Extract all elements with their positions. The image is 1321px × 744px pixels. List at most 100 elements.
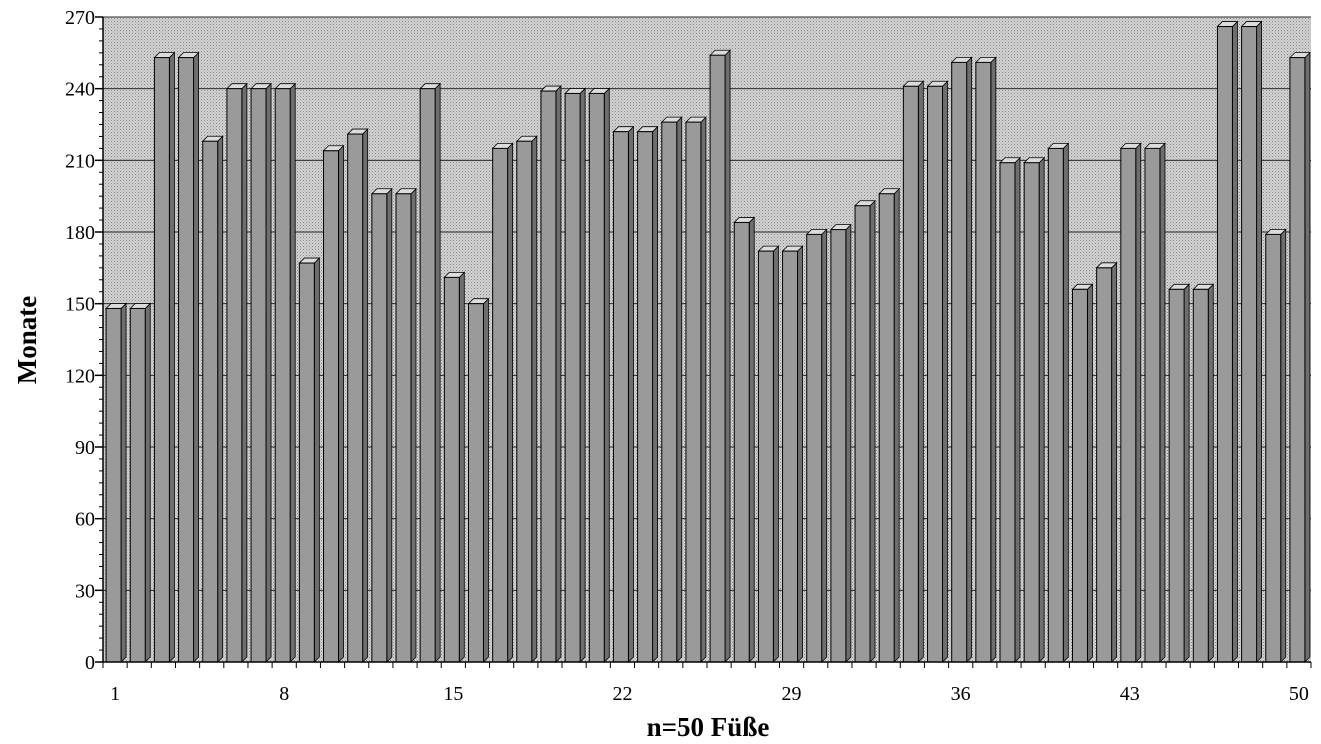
bar — [854, 199, 876, 663]
bar-front — [1144, 147, 1161, 663]
bar-front — [661, 121, 678, 663]
bar-side — [845, 223, 852, 663]
bar-side — [168, 51, 175, 663]
bar-side — [942, 80, 948, 663]
bar — [684, 116, 707, 663]
bar-front — [1047, 147, 1064, 663]
bar — [346, 128, 369, 663]
bar-side — [893, 187, 900, 663]
bar-front — [1096, 267, 1113, 663]
bar-front — [202, 140, 219, 663]
bar-front — [951, 61, 968, 663]
y-tick-label: 240 — [65, 79, 95, 101]
bar-front — [709, 54, 726, 663]
bar-front — [564, 92, 581, 663]
bar-front — [467, 303, 484, 663]
bar-side — [1062, 142, 1069, 663]
bar-side — [507, 142, 514, 663]
bar — [1095, 261, 1118, 663]
bar — [805, 228, 828, 663]
bar-front — [371, 193, 388, 663]
bar-side — [1232, 20, 1238, 663]
bar-side — [555, 85, 562, 663]
x-tick-label: 1 — [110, 683, 120, 705]
bar-side — [289, 82, 296, 663]
x-tick-label: 50 — [1289, 683, 1309, 705]
bar-side — [265, 82, 272, 663]
bar-front — [1168, 288, 1185, 663]
bar — [1192, 283, 1215, 663]
x-tick-label: 29 — [782, 683, 802, 705]
bar-side — [458, 271, 465, 663]
bar — [1264, 228, 1287, 663]
bar-front — [129, 307, 146, 663]
bar-front — [1289, 57, 1306, 663]
bar-front — [999, 162, 1016, 663]
bar-front — [1023, 162, 1040, 663]
bar-front — [878, 193, 895, 663]
bar — [564, 87, 587, 663]
bar — [757, 245, 780, 663]
bar-side — [241, 82, 248, 663]
bar — [588, 87, 611, 663]
bar — [1047, 142, 1070, 663]
y-tick-label: 30 — [75, 580, 95, 602]
bar-front — [685, 121, 702, 663]
bar-side — [144, 302, 151, 663]
bar-side — [120, 302, 127, 663]
bar — [491, 142, 514, 663]
y-tick-label: 270 — [65, 7, 95, 29]
bar-front — [806, 233, 823, 663]
bar-side — [603, 87, 610, 663]
bar-side — [1183, 283, 1190, 663]
bar-front — [347, 133, 364, 663]
bar-front — [1071, 288, 1088, 663]
bar-front — [975, 61, 992, 663]
bar-front — [1241, 26, 1258, 663]
x-axis-title: n=50 Füße — [647, 712, 770, 742]
bar-side — [1087, 283, 1093, 663]
bar-front — [782, 250, 799, 663]
bar — [177, 51, 200, 663]
bar — [467, 297, 490, 663]
bar — [1119, 142, 1142, 663]
bar — [419, 82, 442, 663]
y-tick-label: 90 — [75, 437, 95, 459]
bar-front — [733, 221, 750, 663]
bar-side — [917, 80, 924, 663]
y-tick-label: 120 — [65, 365, 95, 387]
bar-front — [274, 88, 291, 663]
bar-side — [797, 245, 803, 663]
bar-side — [1159, 142, 1166, 663]
bar-front — [419, 88, 436, 663]
bar-side — [579, 87, 586, 663]
bar — [829, 223, 852, 663]
bar — [950, 56, 973, 663]
bar-front — [1192, 288, 1209, 663]
bar-front — [395, 193, 412, 663]
bar — [1288, 51, 1311, 663]
bar-front — [178, 57, 195, 663]
bar-side — [217, 135, 224, 663]
bar-front — [443, 276, 460, 663]
bar-front — [153, 57, 170, 663]
bar — [733, 216, 756, 663]
bar-front — [854, 205, 871, 663]
bar-side — [748, 216, 755, 663]
bar-side — [821, 228, 828, 663]
bar — [902, 80, 925, 663]
x-tick-label: 36 — [951, 683, 971, 705]
bar — [515, 135, 538, 663]
bar-side — [483, 297, 489, 663]
bar-front — [1265, 233, 1282, 663]
bar-side — [1038, 156, 1045, 663]
bar-side — [1280, 228, 1287, 663]
bar — [1023, 156, 1046, 663]
bar-front — [1120, 147, 1137, 663]
bar — [999, 156, 1021, 663]
bar — [1216, 20, 1239, 663]
x-tick-label: 43 — [1120, 683, 1140, 705]
bar-side — [1304, 51, 1311, 663]
bar — [1168, 283, 1191, 663]
